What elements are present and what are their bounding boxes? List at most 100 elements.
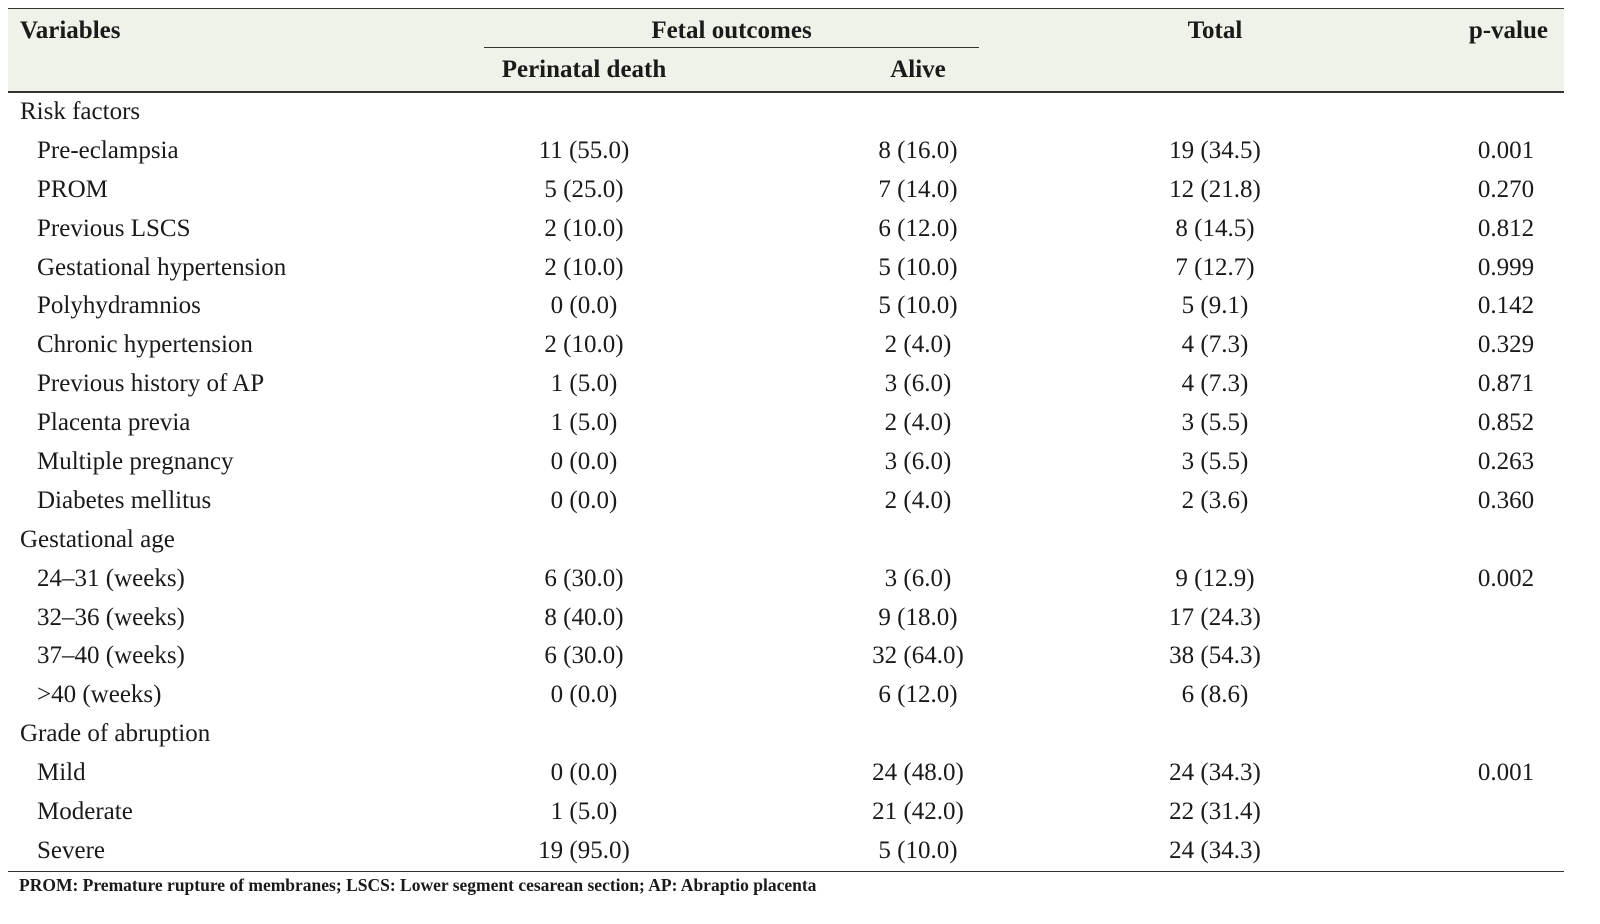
- cell-total: 8 (14.5): [1175, 214, 1255, 242]
- cell-alive: 3 (6.0): [884, 564, 952, 592]
- table-row: Risk factors: [8, 93, 1564, 132]
- table-row: 32–36 (weeks) 8 (40.0) 9 (18.0) 17 (24.3…: [8, 599, 1564, 638]
- table-header: Variables Fetal outcomes Perinatal death…: [8, 8, 1564, 93]
- cell-alive: 6 (12.0): [878, 214, 958, 242]
- cell-p-value: 0.999: [1477, 253, 1535, 281]
- cell-p-value: 0.001: [1477, 136, 1535, 164]
- cell-perinatal-death: 6 (30.0): [544, 564, 624, 592]
- table-row: Placenta previa 1 (5.0) 2 (4.0) 3 (5.5) …: [8, 404, 1564, 443]
- cell-perinatal-death: 1 (5.0): [550, 798, 618, 826]
- cell-total: 3 (5.5): [1181, 448, 1249, 476]
- cell-total: 4 (7.3): [1181, 331, 1249, 359]
- cell-perinatal-death: 1 (5.0): [550, 409, 618, 437]
- cell-p-value: 0.329: [1477, 331, 1535, 359]
- cell-total: 7 (12.7): [1175, 253, 1255, 281]
- cell-alive: 6 (12.0): [878, 681, 958, 709]
- cell-alive: 3 (6.0): [884, 448, 952, 476]
- table-row: Previous LSCS 2 (10.0) 6 (12.0) 8 (14.5)…: [8, 210, 1564, 249]
- cell-total: 12 (21.8): [1169, 175, 1261, 203]
- cell-alive: 7 (14.0): [878, 175, 958, 203]
- table-footnote: PROM: Premature rupture of membranes; LS…: [19, 875, 817, 895]
- cell-total: 17 (24.3): [1169, 603, 1261, 631]
- table-row: Mild 0 (0.0) 24 (48.0) 24 (34.3) 0.001: [8, 754, 1564, 793]
- row-label: Severe: [37, 836, 106, 864]
- cell-perinatal-death: 2 (10.0): [544, 331, 624, 359]
- header-span-rule: [484, 47, 979, 48]
- cell-perinatal-death: 8 (40.0): [544, 603, 624, 631]
- cell-perinatal-death: 0 (0.0): [550, 486, 618, 514]
- table-body: Risk factors Pre-eclampsia 11 (55.0) 8 (…: [8, 93, 1564, 871]
- cell-perinatal-death: 5 (25.0): [544, 175, 624, 203]
- table-row: PROM 5 (25.0) 7 (14.0) 12 (21.8) 0.270: [8, 171, 1564, 210]
- header-p-value: p-value: [1468, 17, 1548, 44]
- row-label: Polyhydramnios: [37, 292, 201, 320]
- cell-alive: 3 (6.0): [884, 370, 952, 398]
- table-row: Pre-eclampsia 11 (55.0) 8 (16.0) 19 (34.…: [8, 132, 1564, 171]
- row-label: Placenta previa: [37, 409, 191, 437]
- cell-alive: 5 (10.0): [878, 253, 958, 281]
- cell-alive: 2 (4.0): [884, 331, 952, 359]
- row-label: Pre-eclampsia: [37, 136, 179, 164]
- cell-p-value: 0.871: [1477, 370, 1535, 398]
- row-label: Chronic hypertension: [37, 331, 253, 359]
- header-perinatal-death: Perinatal death: [501, 56, 667, 83]
- cell-perinatal-death: 11 (55.0): [538, 136, 630, 164]
- cell-alive: 9 (18.0): [878, 603, 958, 631]
- cell-p-value: 0.852: [1477, 409, 1535, 437]
- header-alive: Alive: [890, 56, 946, 83]
- cell-p-value: 0.270: [1477, 175, 1535, 203]
- cell-total: 19 (34.5): [1169, 136, 1261, 164]
- table-row: Polyhydramnios 0 (0.0) 5 (10.0) 5 (9.1) …: [8, 287, 1564, 326]
- row-label: Gestational hypertension: [37, 253, 287, 281]
- cell-perinatal-death: 0 (0.0): [550, 448, 618, 476]
- row-label: Previous history of AP: [37, 370, 265, 398]
- row-label: Moderate: [37, 798, 133, 826]
- cell-total: 6 (8.6): [1181, 681, 1249, 709]
- cell-alive: 8 (16.0): [878, 136, 958, 164]
- table-bottom-rule: [8, 870, 1564, 872]
- row-label: Previous LSCS: [37, 214, 191, 242]
- cell-total: 38 (54.3): [1169, 642, 1261, 670]
- cell-perinatal-death: 2 (10.0): [544, 253, 624, 281]
- cell-total: 24 (34.3): [1169, 759, 1261, 787]
- cell-alive: 2 (4.0): [884, 486, 952, 514]
- cell-total: 3 (5.5): [1181, 409, 1249, 437]
- table-row: Chronic hypertension 2 (10.0) 2 (4.0) 4 …: [8, 326, 1564, 365]
- cell-alive: 2 (4.0): [884, 409, 952, 437]
- cell-p-value: 0.360: [1477, 486, 1535, 514]
- cell-p-value: 0.001: [1477, 759, 1535, 787]
- header-fetal-outcomes: Fetal outcomes: [651, 17, 812, 44]
- table-row: Diabetes mellitus 0 (0.0) 2 (4.0) 2 (3.6…: [8, 482, 1564, 521]
- row-label: Risk factors: [20, 98, 141, 125]
- cell-perinatal-death: 0 (0.0): [550, 759, 618, 787]
- table-row: >40 (weeks) 0 (0.0) 6 (12.0) 6 (8.6): [8, 676, 1564, 715]
- table-row: Moderate 1 (5.0) 21 (42.0) 22 (31.4): [8, 793, 1564, 832]
- table-row: Gestational hypertension 2 (10.0) 5 (10.…: [8, 249, 1564, 288]
- row-label: PROM: [37, 175, 108, 203]
- cell-p-value: 0.812: [1477, 214, 1535, 242]
- cell-perinatal-death: 0 (0.0): [550, 681, 618, 709]
- row-label: Multiple pregnancy: [37, 448, 234, 476]
- row-label: Mild: [37, 759, 86, 787]
- header-total: Total: [1187, 17, 1243, 44]
- table-row: Grade of abruption: [8, 715, 1564, 754]
- table-row: 37–40 (weeks) 6 (30.0) 32 (64.0) 38 (54.…: [8, 637, 1564, 676]
- cell-alive: 32 (64.0): [872, 642, 964, 670]
- row-label: >40 (weeks): [37, 681, 162, 709]
- cell-alive: 24 (48.0): [872, 759, 964, 787]
- cell-alive: 5 (10.0): [878, 292, 958, 320]
- cell-total: 24 (34.3): [1169, 836, 1261, 864]
- cell-perinatal-death: 0 (0.0): [550, 292, 618, 320]
- table-row: Multiple pregnancy 0 (0.0) 3 (6.0) 3 (5.…: [8, 443, 1564, 482]
- cell-perinatal-death: 1 (5.0): [550, 370, 618, 398]
- cell-perinatal-death: 2 (10.0): [544, 214, 624, 242]
- cell-p-value: 0.002: [1477, 564, 1535, 592]
- row-label: Diabetes mellitus: [37, 486, 212, 514]
- cell-alive: 5 (10.0): [878, 836, 958, 864]
- row-label: 37–40 (weeks): [37, 642, 185, 670]
- cell-total: 4 (7.3): [1181, 370, 1249, 398]
- header-variables: Variables: [20, 17, 121, 44]
- table-row: Previous history of AP 1 (5.0) 3 (6.0) 4…: [8, 365, 1564, 404]
- cell-p-value: 0.142: [1477, 292, 1535, 320]
- cell-total: 5 (9.1): [1181, 292, 1249, 320]
